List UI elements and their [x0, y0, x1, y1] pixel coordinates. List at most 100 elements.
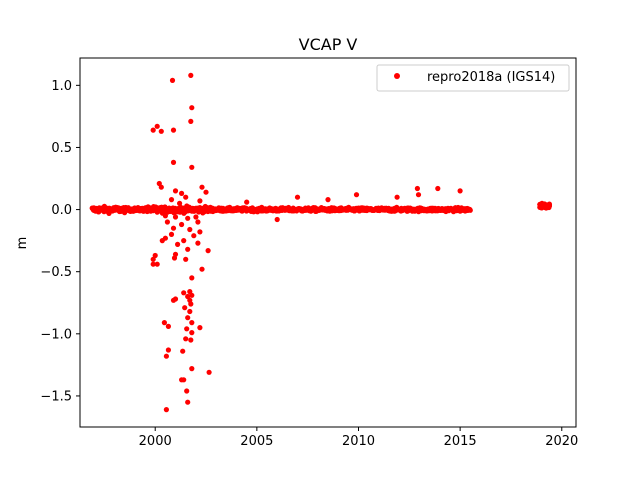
data-point: [189, 330, 195, 336]
y-tick-label: 0.5: [51, 141, 72, 156]
data-point: [457, 188, 463, 194]
data-point: [180, 348, 186, 354]
data-point: [150, 127, 156, 133]
chart-title: VCAP V: [299, 35, 358, 54]
legend-marker: [394, 73, 400, 79]
legend: repro2018a (IGS14): [376, 64, 570, 92]
data-point: [191, 233, 197, 239]
data-point: [179, 221, 185, 228]
series-points: [89, 72, 553, 413]
x-tick-label: 2005: [240, 434, 273, 449]
data-point: [188, 337, 194, 343]
data-point: [154, 209, 160, 215]
data-point: [168, 197, 175, 203]
y-tick-label: 0.0: [51, 203, 72, 218]
data-point: [205, 248, 211, 254]
y-axis-label: m: [15, 237, 30, 250]
data-point: [170, 297, 177, 303]
data-point: [394, 194, 400, 200]
data-point: [164, 219, 170, 225]
data-point: [163, 407, 169, 413]
data-point: [435, 185, 441, 192]
data-point: [158, 128, 164, 134]
data-point: [195, 240, 201, 246]
y-tick-label: −0.5: [40, 265, 72, 280]
data-point: [172, 214, 179, 220]
data-point: [414, 185, 420, 192]
data-point: [170, 159, 177, 165]
data-point: [546, 201, 553, 207]
data-point: [177, 200, 183, 206]
data-point: [161, 320, 167, 326]
data-point: [184, 326, 190, 332]
data-point: [199, 184, 205, 190]
data-point: [188, 72, 194, 78]
data-point: [168, 231, 175, 237]
data-point: [197, 325, 203, 331]
data-point: [199, 266, 205, 272]
data-point: [183, 256, 189, 262]
data-point: [189, 105, 195, 111]
data-point: [170, 225, 177, 231]
data-point: [154, 123, 160, 129]
data-point: [169, 77, 176, 83]
data-point: [187, 308, 193, 315]
data-point: [187, 226, 193, 233]
data-point: [203, 189, 209, 195]
data-point: [163, 353, 169, 359]
data-point: [170, 127, 177, 133]
data-point: [181, 290, 187, 296]
data-point: [541, 202, 547, 208]
data-point: [183, 336, 189, 342]
data-point: [188, 118, 194, 124]
x-tick-label: 2020: [545, 434, 578, 449]
data-point: [179, 190, 185, 196]
data-point: [165, 347, 171, 353]
data-point: [195, 219, 201, 225]
data-point: [162, 213, 168, 219]
data-point: [184, 388, 190, 394]
data-point: [353, 192, 360, 198]
legend-box: [376, 64, 570, 92]
x-tick-label: 2000: [139, 434, 172, 449]
data-point: [183, 194, 189, 200]
data-point: [185, 215, 191, 221]
data-point: [325, 197, 331, 203]
data-point: [189, 292, 195, 298]
data-point: [154, 261, 160, 267]
x-axis: 2000 2005 2010 2015 2020: [139, 427, 578, 449]
data-point: [171, 255, 178, 261]
data-point: [181, 377, 187, 383]
data-point: [244, 199, 250, 205]
data-point: [185, 399, 191, 405]
data-point: [181, 238, 187, 244]
data-point: [150, 256, 156, 262]
y-tick-label: −1.5: [40, 389, 72, 404]
data-point: [185, 293, 191, 300]
data-point: [189, 164, 195, 170]
data-point: [158, 184, 164, 190]
x-tick-label: 2010: [342, 434, 375, 449]
plot-area-frame: [79, 57, 577, 428]
data-point: [182, 305, 188, 311]
data-point: [197, 198, 203, 204]
data-point: [274, 216, 280, 223]
data-point: [206, 369, 212, 375]
data-point: [189, 366, 195, 372]
data-point: [185, 246, 191, 252]
x-tick-label: 2015: [444, 434, 477, 449]
data-point: [159, 238, 165, 244]
data-point: [188, 301, 194, 307]
y-tick-label: −1.0: [40, 327, 72, 342]
data-point: [197, 229, 203, 235]
data-point: [294, 194, 301, 200]
data-point: [189, 320, 195, 326]
legend-label: repro2018a (IGS14): [427, 70, 555, 85]
data-point: [467, 207, 473, 213]
data-point: [150, 261, 156, 267]
data-point: [165, 323, 171, 329]
data-point: [175, 241, 181, 247]
y-tick-label: 1.0: [51, 79, 72, 94]
data-point: [193, 214, 199, 220]
